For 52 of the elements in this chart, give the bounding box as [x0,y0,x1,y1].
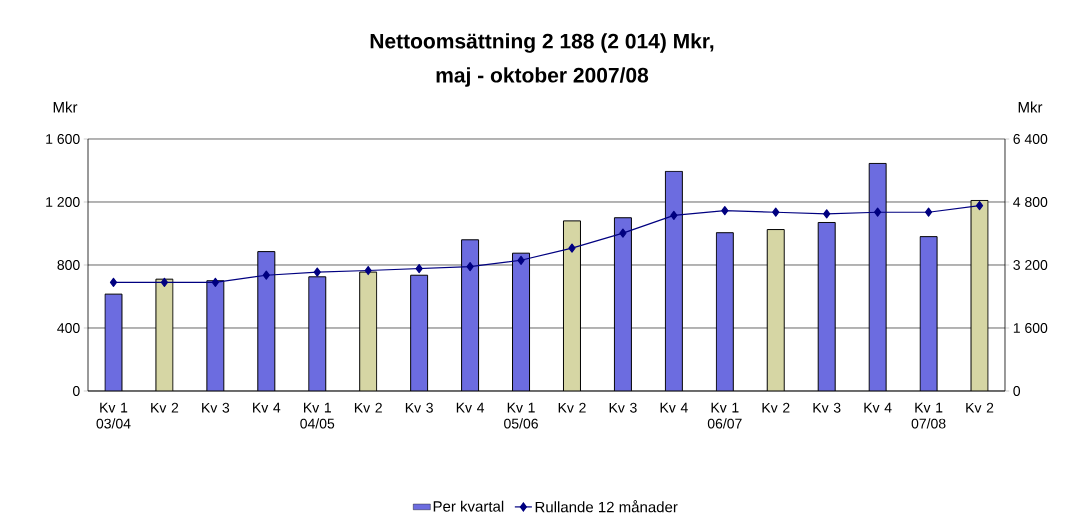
chart-subtitle: maj - oktober 2007/08 [436,67,649,87]
x-tick-label: Kv 3 [609,402,637,413]
x-tick-label: Kv 4 [253,402,281,413]
x-tick-label: Kv 2 [151,402,179,413]
x-tick-label: Kv 2 [354,402,382,413]
x-tick-label: Kv 1 07/08 [911,402,946,429]
point [160,277,169,287]
point [415,263,423,274]
y-tick-label: 0 [72,386,80,396]
point [823,209,831,219]
x-tick-label: Kv 3 [405,402,433,413]
point [975,200,984,211]
y-tick-label: 1 600 [46,134,80,144]
x-tick-label: Kv 4 [660,402,688,413]
x-tick-label: Kv 3 [202,402,230,413]
y2-tick-label: 6 400 [1013,134,1048,144]
y2-axis-title: Mkr [1018,101,1043,113]
x-tick-label: Kv 1 05/06 [504,402,538,429]
y2-tick-label: 0 [1013,386,1021,396]
x-tick-label: Kv 1 06/07 [707,402,742,429]
point [364,265,372,276]
x-tick-label: Kv 2 [966,402,994,413]
chart-title: Nettoomsättning 2 188 (2 014) Mkr, [370,33,714,53]
point [721,206,729,216]
x-tick-label: Kv 3 [813,402,841,413]
y-tick-label: 400 [57,323,80,333]
point [262,270,270,280]
point [211,277,219,287]
point [924,207,933,217]
point [619,228,627,238]
point [772,207,780,217]
point [466,261,474,272]
point [874,207,882,217]
point [670,210,678,220]
x-tick-label: Kv 2 [558,402,586,413]
y-tick-label: 1 200 [46,197,80,207]
y-axis-title: Mkr [53,101,78,113]
legend-label: Rullande 12 månader [535,500,678,513]
x-tick-label: Kv 4 [864,402,892,413]
legend-label: Per kvartal [433,500,504,512]
x-tick-label: Kv 4 [456,402,485,413]
y2-tick-label: 1 600 [1013,323,1048,333]
point [568,243,576,253]
y2-tick-label: 4 800 [1013,197,1048,207]
point [109,277,118,287]
point [517,255,525,265]
point [313,267,321,277]
x-tick-label: Kv 1 03/04 [96,402,131,429]
x-tick-label: Kv 1 04/05 [300,402,335,429]
x-tick-label: Kv 2 [762,402,790,413]
y2-tick-label: 3 200 [1013,260,1048,270]
y-tick-label: 800 [57,260,80,270]
